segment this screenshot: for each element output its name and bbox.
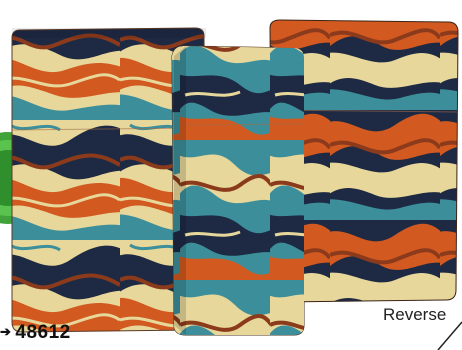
reverse-pointer-line xyxy=(437,321,462,350)
lighter-front xyxy=(11,27,207,333)
lighter-side-overlay xyxy=(172,46,305,335)
model-number: 48612 xyxy=(15,322,71,343)
reverse-label: Reverse xyxy=(383,305,447,324)
model-number-label: ➔ 48612 xyxy=(0,322,71,344)
arrow-icon: ➔ xyxy=(0,324,12,339)
